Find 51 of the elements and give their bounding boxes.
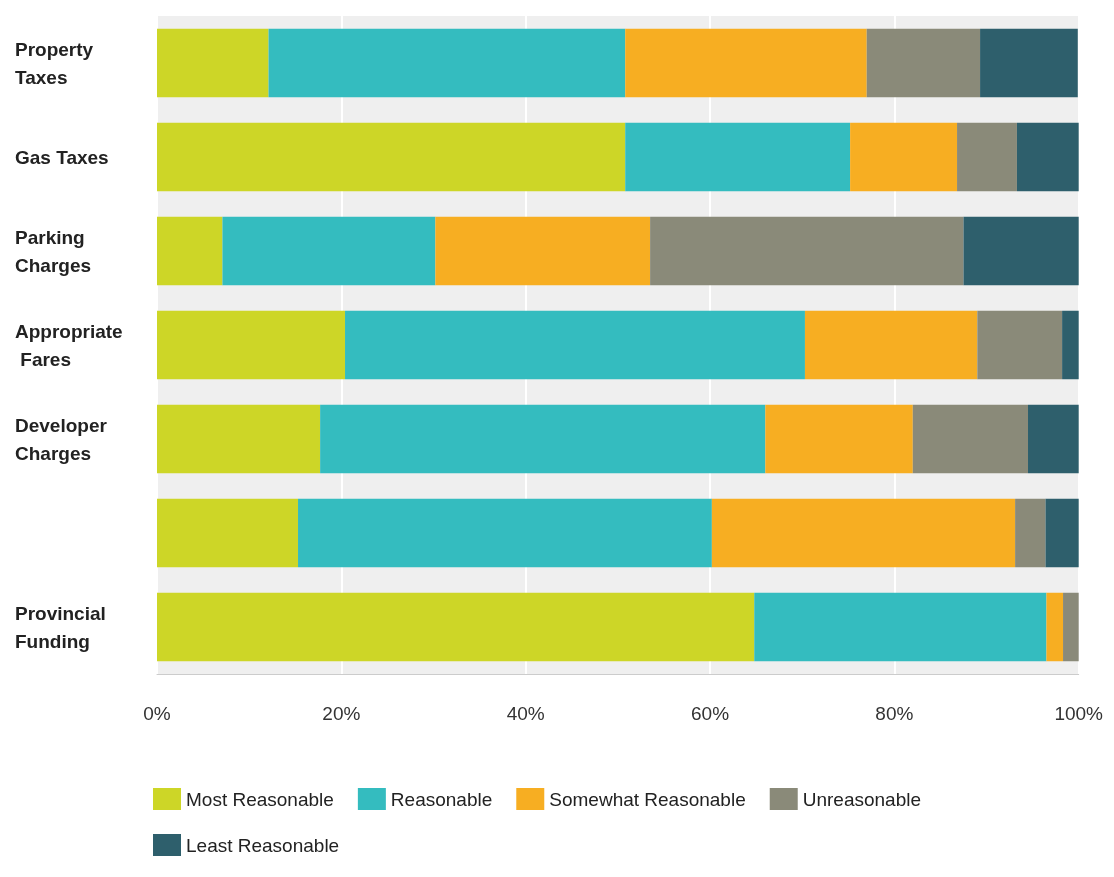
bar bbox=[625, 122, 851, 192]
bar bbox=[1016, 122, 1079, 192]
bar bbox=[765, 404, 913, 474]
bar bbox=[980, 28, 1078, 98]
bar bbox=[977, 310, 1063, 380]
bar bbox=[711, 498, 1016, 568]
bar bbox=[754, 592, 1047, 662]
bar bbox=[157, 592, 755, 662]
bar bbox=[957, 122, 1017, 192]
bar bbox=[298, 498, 712, 568]
bar bbox=[625, 28, 867, 98]
bar bbox=[157, 28, 269, 98]
bar bbox=[157, 122, 626, 192]
bar bbox=[157, 216, 223, 286]
bar bbox=[345, 310, 805, 380]
bar bbox=[157, 310, 346, 380]
x-tick-label: 0% bbox=[143, 703, 171, 724]
bar bbox=[1028, 404, 1079, 474]
y-tick-label: Property Taxes bbox=[15, 38, 99, 88]
bar bbox=[157, 498, 299, 568]
y-tick-label: Appropriate Fares bbox=[15, 320, 123, 370]
bar bbox=[850, 122, 958, 192]
x-tick-label: 80% bbox=[875, 703, 914, 724]
x-tick-label: 100% bbox=[1054, 703, 1104, 724]
y-tick-label: Parking Charges bbox=[15, 226, 92, 276]
y-tick-label: Gas Taxes bbox=[15, 146, 109, 168]
bar bbox=[866, 28, 981, 98]
bar bbox=[650, 216, 964, 286]
bar bbox=[222, 216, 436, 286]
legend-label: Least Reasonable bbox=[186, 834, 340, 856]
bar bbox=[320, 404, 766, 474]
legend-label: Most Reasonable bbox=[186, 788, 334, 810]
bar bbox=[912, 404, 1029, 474]
bar bbox=[157, 404, 321, 474]
legend-label: Reasonable bbox=[390, 788, 493, 810]
bar bbox=[1046, 592, 1064, 662]
bar bbox=[1015, 498, 1046, 568]
y-tick-label: Provincial Funding bbox=[15, 602, 112, 652]
x-tick-label: 60% bbox=[691, 703, 730, 724]
bar bbox=[804, 310, 978, 380]
bar bbox=[268, 28, 626, 98]
bar bbox=[1063, 592, 1079, 662]
bar bbox=[1045, 498, 1079, 568]
bar bbox=[1062, 310, 1079, 380]
legend-label: Unreasonable bbox=[802, 788, 922, 810]
x-tick-label: 20% bbox=[322, 703, 361, 724]
bar bbox=[963, 216, 1079, 286]
legend-label: Somewhat Reasonable bbox=[549, 788, 746, 810]
bar bbox=[435, 216, 651, 286]
y-tick-label: Developer Charges bbox=[15, 414, 113, 464]
x-tick-label: 40% bbox=[506, 703, 545, 724]
